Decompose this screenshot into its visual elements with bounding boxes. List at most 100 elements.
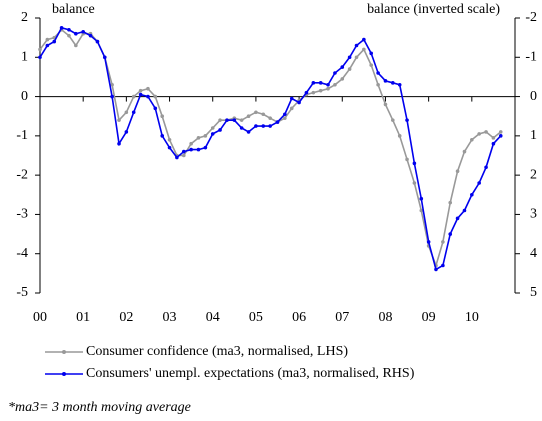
- point: [146, 86, 150, 91]
- point: [326, 82, 330, 87]
- point: [160, 114, 165, 119]
- x-tick-label: 04: [206, 310, 220, 325]
- point: [181, 153, 186, 158]
- point: [203, 134, 208, 138]
- point: [347, 55, 352, 60]
- point: [283, 116, 287, 120]
- x-tick-label: 08: [378, 310, 392, 325]
- y-tick-label: 0: [21, 89, 28, 104]
- x-tick-label: 06: [292, 310, 306, 325]
- point: [52, 39, 57, 44]
- point: [38, 55, 42, 60]
- y2-axis-label: balance (inverted scale): [367, 2, 500, 17]
- x-tick-label: 07: [335, 310, 349, 325]
- point: [203, 145, 208, 150]
- y2-tick-label: -2: [525, 10, 537, 25]
- point: [110, 82, 114, 87]
- point: [38, 47, 42, 52]
- point: [383, 79, 388, 83]
- point: [340, 77, 345, 81]
- point: [318, 88, 323, 93]
- point: [462, 149, 467, 154]
- point: [153, 94, 158, 99]
- point: [491, 136, 496, 140]
- point: [289, 106, 294, 111]
- point: [376, 71, 380, 75]
- y-axis-label: balance: [52, 2, 95, 17]
- x-tick-label: 02: [119, 310, 133, 325]
- point: [138, 92, 143, 97]
- point: [498, 134, 503, 138]
- x-tick-label: 01: [76, 310, 90, 325]
- point: [95, 39, 100, 44]
- point: [181, 149, 186, 154]
- point: [412, 181, 417, 185]
- point: [275, 120, 280, 124]
- y2-tick-label: 0: [530, 89, 537, 104]
- point: [426, 240, 431, 244]
- point: [289, 96, 294, 101]
- y2-tick-label: 3: [530, 207, 537, 222]
- point: [383, 102, 388, 107]
- x-tick-label: 10: [465, 310, 479, 325]
- legend-label: Consumers' unempl. expectations (ma3, no…: [86, 366, 415, 381]
- y-tick-label: 2: [21, 10, 28, 25]
- point: [405, 118, 409, 122]
- point: [218, 118, 222, 122]
- point: [59, 26, 64, 30]
- point: [254, 110, 258, 115]
- point: [470, 192, 474, 197]
- point: [261, 112, 266, 117]
- point: [254, 124, 258, 128]
- point: [333, 82, 337, 87]
- point: [124, 130, 129, 134]
- point: [239, 118, 244, 122]
- point: [419, 196, 424, 201]
- point: [131, 94, 136, 99]
- point: [218, 128, 222, 132]
- point: [326, 86, 330, 91]
- point: [225, 118, 229, 122]
- point: [498, 130, 503, 134]
- point: [397, 82, 402, 87]
- point: [477, 132, 481, 136]
- point: [239, 126, 244, 130]
- point: [369, 63, 374, 67]
- point: [283, 112, 287, 117]
- point: [470, 137, 474, 142]
- point: [369, 51, 374, 56]
- point: [304, 90, 309, 95]
- point: [354, 43, 359, 48]
- series-line: [39, 26, 502, 271]
- point: [434, 267, 438, 272]
- point: [167, 137, 172, 142]
- point: [232, 118, 237, 122]
- point: [81, 29, 85, 34]
- point: [153, 106, 158, 111]
- footnote: *ma3= 3 month moving average: [8, 400, 191, 415]
- point: [462, 208, 467, 213]
- point: [268, 116, 272, 120]
- point: [124, 110, 129, 115]
- y2-tick-label: 5: [530, 285, 537, 300]
- point: [146, 94, 150, 99]
- y-tick-label: -3: [16, 207, 28, 222]
- y2-tick-label: 1: [530, 128, 537, 143]
- point: [347, 67, 352, 71]
- point: [210, 126, 215, 130]
- point: [45, 43, 50, 48]
- series-line: [39, 28, 502, 269]
- point: [175, 155, 179, 160]
- y2-tick-label: 4: [530, 246, 537, 261]
- point: [67, 27, 71, 32]
- point: [455, 216, 460, 221]
- point: [376, 82, 380, 87]
- y-tick-label: -1: [16, 128, 28, 143]
- point: [189, 141, 193, 146]
- x-tick-label: 05: [249, 310, 263, 325]
- y-tick-label: -2: [16, 167, 28, 182]
- point: [74, 43, 78, 48]
- point: [246, 114, 251, 119]
- point: [333, 71, 337, 75]
